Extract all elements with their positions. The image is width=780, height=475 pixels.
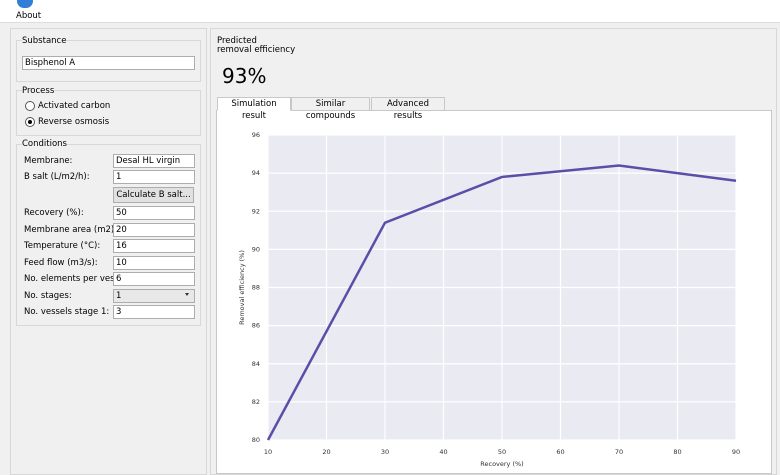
field-label: Temperature (°C): xyxy=(24,241,101,251)
about-button[interactable]: About xyxy=(16,11,42,21)
field-input[interactable]: 1 xyxy=(113,170,195,184)
substance-input[interactable]: Bisphenol A xyxy=(22,56,195,70)
dropdown-arrow[interactable] xyxy=(185,293,189,296)
field-input[interactable]: 16 xyxy=(113,239,195,253)
x-tick-label: 50 xyxy=(498,448,506,456)
x-tick-label: 90 xyxy=(732,448,740,456)
field-label: Membrane area (m2): xyxy=(24,225,118,235)
field-input[interactable]: 20 xyxy=(113,223,195,237)
field-select[interactable]: 1 xyxy=(113,289,195,303)
y-tick-label: 86 xyxy=(252,322,260,330)
y-tick-label: 80 xyxy=(252,436,260,444)
y-tick-label: 94 xyxy=(252,169,260,177)
group-title: Conditions xyxy=(22,139,67,149)
field-input[interactable]: 10 xyxy=(113,256,195,270)
x-tick-label: 60 xyxy=(556,448,564,456)
radio-button[interactable] xyxy=(25,101,35,111)
radio-button[interactable] xyxy=(25,117,35,127)
field-label: B salt (L/m2/h): xyxy=(24,172,90,182)
radio-dot xyxy=(28,120,32,124)
field-input[interactable]: Desal HL virgin xyxy=(113,154,195,168)
radio-label[interactable]: Activated carbon xyxy=(38,101,111,111)
field-label: No. elements per vessel: xyxy=(24,274,130,284)
field-input[interactable]: 50 xyxy=(113,206,195,220)
x-tick-label: 70 xyxy=(615,448,623,456)
x-tick-label: 40 xyxy=(439,448,447,456)
x-tick-label: 30 xyxy=(381,448,389,456)
y-axis-label: Removal efficiency (%) xyxy=(238,250,246,325)
field-label: No. stages: xyxy=(24,291,72,301)
y-tick-label: 90 xyxy=(252,245,260,253)
group-title: Substance xyxy=(22,36,67,46)
radio-label[interactable]: Reverse osmosis xyxy=(38,117,110,127)
x-tick-label: 10 xyxy=(264,448,272,456)
x-axis-label: Recovery (%) xyxy=(480,460,523,468)
tab[interactable]: Advanced results xyxy=(371,97,445,121)
x-tick-label: 20 xyxy=(322,448,330,456)
group-title: Process xyxy=(22,86,55,96)
field-input[interactable]: 3 xyxy=(113,305,195,319)
tab[interactable]: Simulation result xyxy=(217,97,291,121)
tab[interactable]: Similar compounds xyxy=(291,97,370,121)
toolbar xyxy=(0,0,780,23)
process-group xyxy=(16,90,201,136)
about-icon[interactable] xyxy=(17,0,33,8)
field-label: Membrane: xyxy=(24,156,73,166)
field-input[interactable]: 6 xyxy=(113,272,195,286)
y-tick-label: 96 xyxy=(252,131,260,139)
result-value: 93% xyxy=(222,64,267,88)
result-label: Predicted xyxy=(217,36,257,46)
result-label: removal efficiency xyxy=(217,45,296,55)
chart: 80 82 84 86 88 90 92 94 96 10 20 30 40 50 60 70 80 90 Reco… xyxy=(238,131,740,468)
field-label: No. vessels stage 1: xyxy=(24,307,110,317)
y-tick-label: 82 xyxy=(252,398,260,406)
field-label: Recovery (%): xyxy=(24,208,84,218)
x-tick-label: 80 xyxy=(673,448,681,456)
y-tick-label: 88 xyxy=(252,284,260,292)
y-tick-label: 92 xyxy=(252,207,260,215)
y-tick-label: 84 xyxy=(252,360,260,368)
calculate-button[interactable]: Calculate B salt... xyxy=(113,187,194,203)
data-line xyxy=(266,164,737,441)
field-label: Feed flow (m3/s): xyxy=(24,258,98,268)
